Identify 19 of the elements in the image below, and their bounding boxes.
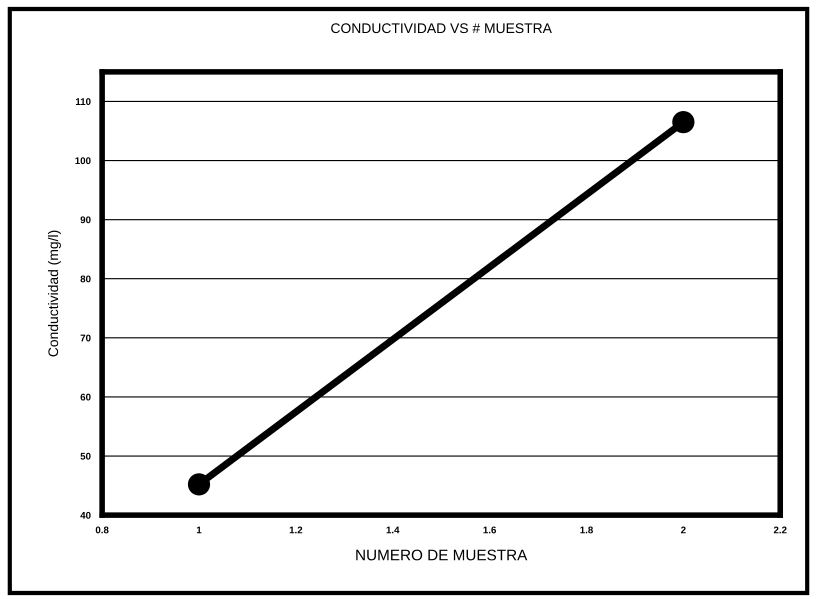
y-tick-label: 100 <box>75 157 91 164</box>
y-axis-title: Conductividad (mg/l) <box>48 230 61 356</box>
x-tick-label: 1.2 <box>290 526 302 534</box>
y-tick-label: 60 <box>80 394 91 401</box>
y-tick-label: 50 <box>80 452 91 460</box>
x-tick-label: 1 <box>196 526 202 534</box>
y-tick-label: 80 <box>80 275 91 282</box>
x-tick-label: 1.4 <box>386 526 400 534</box>
x-tick-label: 1.8 <box>580 526 593 534</box>
y-tick-label: 90 <box>80 216 91 224</box>
x-tick-label: 1.6 <box>483 526 496 534</box>
x-axis-title: NUMERO DE MUESTRA <box>356 550 528 560</box>
y-tick-label: 110 <box>76 98 91 106</box>
chart-title: CONDUCTIVIDAD VS # MUESTRA <box>331 23 552 34</box>
x-tick-label: 0.8 <box>96 526 109 534</box>
y-tick-label: 70 <box>80 334 91 342</box>
x-tick-label: 2.2 <box>774 526 787 534</box>
x-tick-label: 2 <box>680 526 686 534</box>
y-tick-label: 40 <box>80 512 91 519</box>
